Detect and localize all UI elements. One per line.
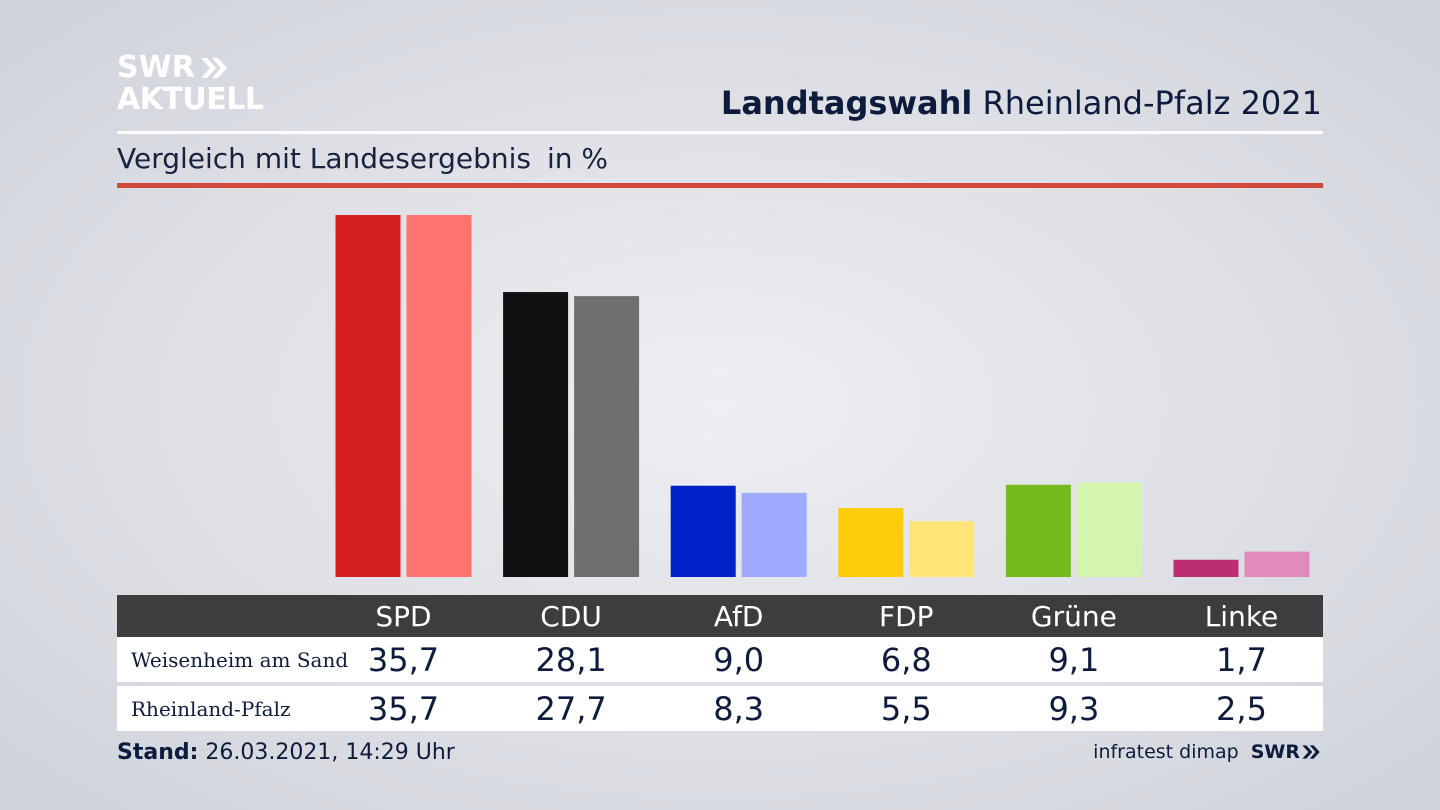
swr-aktuell-logo: SWR AKTUELL (117, 52, 264, 116)
bar-chart (335, 215, 1310, 577)
bar-linke-local (1173, 559, 1239, 577)
column-header-spd: SPD (375, 599, 432, 633)
table-cell: 9,3 (1048, 689, 1100, 728)
table-cell: 6,8 (880, 640, 932, 679)
row-label: Weisenheim am Sand (131, 647, 349, 672)
column-header-linke: Linke (1204, 599, 1279, 633)
table-cell: 1,7 (1216, 640, 1267, 679)
source-label: infratest dimap (1093, 741, 1239, 763)
logo-line1: SWR (117, 50, 195, 85)
column-header-fdp: FDP (879, 599, 934, 633)
table-row: Rheinland-Pfalz 35,7 27,7 8,3 5,5 9,3 2,5 (117, 686, 1323, 731)
bar-spd-local (335, 215, 401, 577)
stand-value: 26.03.2021, 14:29 Uhr (205, 740, 455, 765)
bar-cdu-state (574, 296, 640, 577)
stand-label: Stand: (117, 740, 199, 765)
table-row: Weisenheim am Sand 35,7 28,1 9,0 6,8 9,1 1,7 (117, 637, 1323, 682)
accent-rule (117, 183, 1323, 188)
results-table: SPD CDU AfD FDP Grüne Linke Weisenheim am San… (117, 595, 1323, 731)
bar-afd-state (741, 492, 807, 577)
column-header-grne: Grüne (1030, 599, 1117, 633)
header-divider (117, 131, 1323, 134)
double-chevron-icon (199, 56, 229, 80)
title-bold: Landtagswahl (720, 84, 973, 122)
title-rest: Rheinland-Pfalz 2021 (982, 84, 1322, 122)
swr-brand-text: SWR (1250, 741, 1300, 763)
footer-source: infratest dimap SWR (1093, 741, 1322, 763)
subtitle-text: Vergleich mit Landesergebnis (117, 142, 531, 175)
bar-grne-state (1076, 482, 1142, 577)
column-header-afd: AfD (713, 599, 764, 633)
table-cell: 27,7 (535, 689, 607, 728)
chart-subtitle: Vergleich mit Landesergebnis in % (117, 142, 608, 175)
bar-fdp-local (838, 508, 904, 577)
bar-spd-state (406, 215, 472, 577)
bar-fdp-state (909, 521, 975, 577)
bar-afd-local (670, 485, 736, 577)
table-header-row: SPD CDU AfD FDP Grüne Linke (117, 595, 1323, 637)
stand-timestamp: Stand: 26.03.2021, 14:29 Uhr (117, 740, 455, 765)
table-cell: 9,0 (713, 640, 765, 679)
row-label: Rheinland-Pfalz (131, 696, 291, 721)
subtitle-unit: in % (546, 142, 609, 175)
page-title: Landtagswahl Rheinland-Pfalz 2021 (721, 84, 1322, 122)
bar-linke-state (1244, 551, 1310, 577)
table-cell: 35,7 (367, 640, 440, 679)
double-chevron-icon (1302, 745, 1320, 759)
table-cell: 9,1 (1048, 640, 1100, 679)
table-cell: 2,5 (1216, 689, 1267, 728)
table-cell: 35,7 (367, 689, 440, 728)
table-cell: 8,3 (713, 689, 765, 728)
bar-cdu-local (503, 292, 569, 577)
column-header-cdu: CDU (540, 599, 602, 633)
table-cell: 28,1 (535, 640, 607, 679)
bar-grne-local (1005, 484, 1071, 577)
swr-brand: SWR (1251, 741, 1322, 763)
table-cell: 5,5 (880, 689, 932, 728)
logo-line2: AKTUELL (117, 82, 264, 117)
